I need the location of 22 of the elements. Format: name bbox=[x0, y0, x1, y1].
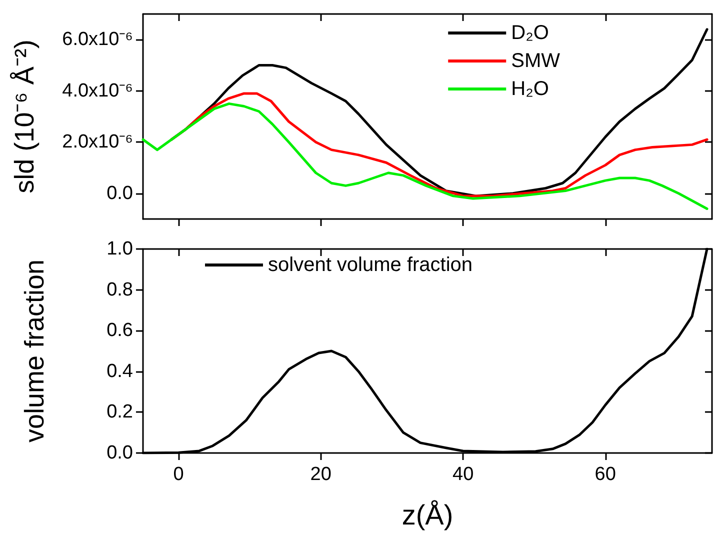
line-series bbox=[142, 102, 708, 210]
x-axis-title: z(Å) bbox=[402, 500, 454, 530]
x-tick-label: 0 bbox=[173, 464, 184, 485]
legend-label: solvent volume fraction bbox=[268, 254, 473, 276]
y-tick-label: 0.0 bbox=[106, 182, 133, 204]
x-tick-label: 40 bbox=[452, 464, 474, 485]
y-tick-label: 1.0 bbox=[106, 238, 133, 260]
legend-label: SMW bbox=[511, 50, 560, 72]
y-axis-title: volume fraction bbox=[20, 259, 50, 443]
y-tick-label: 0.2 bbox=[106, 402, 133, 423]
y-tick-label: 0.8 bbox=[106, 279, 133, 300]
x-tick-label: 20 bbox=[310, 464, 332, 485]
y-tick-label: 0.4 bbox=[106, 360, 134, 382]
y-tick-label: 0.0 bbox=[106, 442, 133, 464]
x-tick-label: 60 bbox=[594, 464, 616, 485]
legend-label: D₂O bbox=[511, 22, 549, 44]
y-tick-label: 6.0x10⁻⁶ bbox=[62, 29, 133, 50]
legend-label: H₂O bbox=[511, 78, 549, 100]
y-axis-title: sld (10⁻⁶ Å⁻²) bbox=[10, 40, 40, 194]
y-tick-label: 4.0x10⁻⁶ bbox=[62, 80, 133, 102]
y-tick-label: 0.6 bbox=[106, 320, 133, 342]
y-tick-label: 2.0x10⁻⁶ bbox=[62, 132, 133, 153]
